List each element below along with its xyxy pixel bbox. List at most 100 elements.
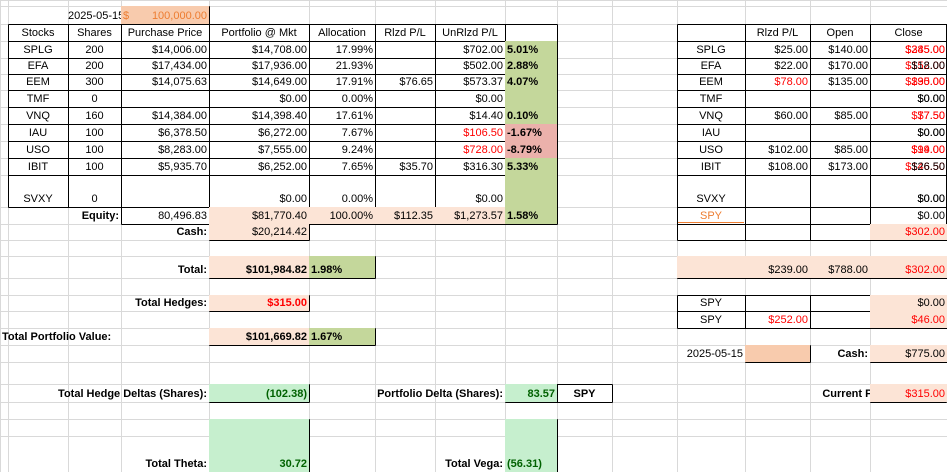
right-open[interactable] [810,124,870,141]
right-ticker[interactable]: EFA [700,60,722,72]
equity-mkt[interactable]: $81,770.40 [209,207,309,224]
right-ticker[interactable]: SPLG [696,44,726,56]
hedge-net[interactable]: $0.00 [870,295,947,311]
unrlzd-pct[interactable] [505,175,557,207]
right-ticker[interactable]: TMF [699,93,723,105]
hedge-deltas-value[interactable]: (102.38) [209,384,309,402]
right-close[interactable]: $77.50 [911,110,945,122]
header-date[interactable]: 2025-05-15 [68,10,125,22]
theta-label[interactable]: Total Theta: [145,458,207,470]
stock-ticker[interactable]: EEM [26,76,50,88]
dash-net[interactable]: $302.00 [870,224,947,240]
right-ticker[interactable]: VNQ [699,110,723,122]
total-portfolio-label[interactable]: Total Portfolio Value: [2,331,112,343]
right-total-spacer[interactable] [677,256,745,278]
unrlzd-pl[interactable]: $316.30 [463,161,503,173]
right-cash-label[interactable]: Cash: [837,348,868,360]
right-rlzd[interactable]: $25.00 [774,44,808,56]
stock-ticker[interactable]: SVXY [23,193,53,205]
equity-label[interactable]: Equity: [81,210,119,222]
right-open[interactable]: $140.00 [828,44,868,56]
right-net[interactable]: $14.00 [911,144,945,156]
hedge-net[interactable]: $46.00 [870,311,947,328]
portfolio-mkt[interactable]: $0.00 [279,93,307,105]
right-open[interactable]: $85.00 [834,144,868,156]
right-ticker[interactable]: IBIT [700,161,722,173]
right-rlzd[interactable] [745,124,810,141]
right-total-net[interactable]: $302.00 [870,256,947,278]
spy-ticker[interactable]: SPY [699,210,722,222]
unrlzd-pl[interactable]: $573.37 [463,76,503,88]
equity-rlzd[interactable]: $112.35 [375,207,435,224]
right-open[interactable]: $170.00 [828,60,868,72]
unrlzd-pct[interactable] [505,90,557,107]
allocation[interactable]: 17.91% [335,76,373,88]
portfolio-mkt[interactable]: $17,936.00 [251,60,307,72]
right-net[interactable]: $18.00 [911,60,945,72]
right-net[interactable]: $95.00 [911,76,945,88]
rlzd-pl[interactable]: $35.70 [399,161,433,173]
allocation[interactable]: 9.24% [341,144,373,156]
left-header[interactable]: Purchase Price [127,27,203,39]
equity-pct[interactable]: 1.58% [505,207,557,224]
allocation[interactable]: 0.00% [341,93,373,105]
rlzd-pl[interactable] [375,41,435,58]
unrlzd-pl[interactable]: $502.00 [463,60,503,72]
unrlzd-pct[interactable]: -8.79% [505,141,557,158]
theta-value[interactable]: 30.72 [209,419,309,472]
right-cash-value[interactable]: $775.00 [870,345,947,362]
unrlzd-pct[interactable]: 4.07% [505,74,557,90]
right-net[interactable]: $0.00 [917,127,945,139]
unrlzd-pl[interactable]: $702.00 [463,44,503,56]
right-total-open[interactable]: $788.00 [810,256,870,278]
total-pct[interactable]: 1.98% [309,256,375,278]
hedge-rlzd[interactable] [745,295,810,311]
rlzd-pl[interactable] [375,58,435,74]
total-label[interactable]: Total: [177,264,207,276]
allocation[interactable]: 17.61% [335,110,373,122]
right-open[interactable] [810,175,870,207]
stock-ticker[interactable]: SPLG [23,44,53,56]
cash-label[interactable]: Cash: [176,226,207,238]
equity-purchase[interactable]: 80,496.83 [158,210,207,222]
left-header[interactable]: Portfolio @ Mkt [221,27,297,39]
purchase-price[interactable]: $14,075.63 [151,76,207,88]
portfolio-delta-label[interactable]: Portfolio Delta (Shares): [377,388,503,400]
right-rlzd[interactable] [745,90,810,107]
unrlzd-pct[interactable]: 0.10% [505,107,557,124]
unrlzd-pl[interactable]: $0.00 [475,193,503,205]
rlzd-pl[interactable]: $76.65 [399,76,433,88]
unrlzd-pct[interactable]: 5.33% [505,158,557,175]
portfolio-delta-ticker[interactable]: SPY [573,388,596,400]
right-header[interactable]: Rlzd P/L [756,27,799,39]
purchase-price[interactable]: $14,006.00 [151,44,207,56]
total-hedges-value[interactable]: $315.00 [209,295,309,311]
header-capital[interactable]: 100,000.00 [151,10,207,22]
portfolio-mkt[interactable]: $7,555.00 [258,144,307,156]
stock-shares[interactable]: 300 [85,76,104,88]
left-header[interactable]: Rlzd P/L [384,27,426,39]
allocation[interactable]: 7.65% [341,161,373,173]
purchase-price[interactable]: $5,935.70 [158,161,207,173]
right-close[interactable]: $146.50 [905,161,945,173]
allocation[interactable]: 0.00% [341,193,373,205]
vega-value[interactable]: (56.31) [505,419,557,472]
right-rlzd[interactable]: $108.00 [768,161,808,173]
right-close[interactable]: $385.00 [905,44,945,56]
rlzd-pl[interactable] [375,90,435,107]
allocation[interactable]: 21.93% [335,60,373,72]
unrlzd-pl[interactable]: $0.00 [475,93,503,105]
right-open[interactable]: $85.00 [834,110,868,122]
portfolio-delta-value[interactable]: 83.57 [505,384,557,402]
right-close[interactable]: $0.00 [917,127,945,139]
stock-shares[interactable]: 100 [85,161,104,173]
stock-shares[interactable]: 160 [85,110,104,122]
unrlzd-pct[interactable]: 2.88% [505,58,557,74]
purchase-price[interactable]: $8,283.00 [158,144,207,156]
vega-label[interactable]: Total Vega: [445,458,503,470]
equity-alloc[interactable]: 100.00% [309,207,375,224]
stock-shares[interactable]: 100 [85,127,104,139]
right-net[interactable]: $26.50 [911,161,945,173]
total-value[interactable]: $101,984.82 [209,256,309,278]
right-open[interactable] [810,90,870,107]
